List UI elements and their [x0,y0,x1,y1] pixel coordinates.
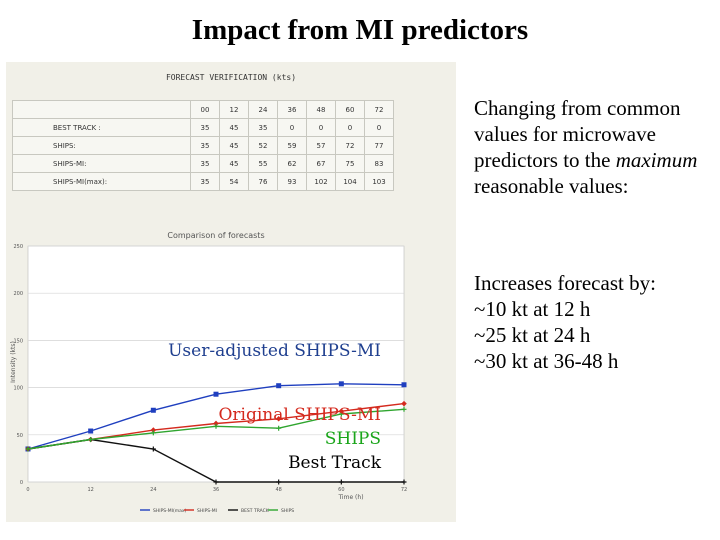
chart-title: Comparison of forecasts [167,231,264,240]
x-tick-label: 24 [150,487,156,493]
data-point [338,408,345,414]
data-point [213,423,219,429]
explanation-emphasis: maximum [615,148,698,172]
x-axis-label: Time (h) [337,494,363,501]
comparison-chart: Comparison of forecasts 0 50 100 150 200 250 0 1… [10,231,407,514]
legend-entry: SHIPS-MI(max) [153,508,187,514]
increase-line: Increases forecast by: [474,271,656,295]
data-point [401,400,407,407]
data-point [276,383,282,389]
y-tick-label: 150 [13,338,23,344]
legend-entry: SHIPS-MI [197,508,217,514]
table-cell: 103 [364,172,394,191]
data-point [338,411,344,417]
data-point [276,425,282,431]
annotation-label: Best Track [288,453,382,473]
data-point [275,415,282,422]
table-row-label: SHIPS-MI(max): [12,172,191,191]
data-point [338,479,344,485]
x-tick-label: 36 [213,487,219,493]
y-tick-label: 100 [13,386,23,392]
y-tick-label: 250 [13,244,23,250]
y-tick-label: 0 [20,480,23,486]
explanation-text-start: Changing from common values for microwav… [474,96,681,172]
data-point [213,479,219,485]
x-tick-label: 72 [401,487,407,493]
y-axis-label: Intensity (kts) [10,341,17,383]
x-tick-label: 48 [275,487,281,493]
y-tick-label: 50 [17,433,23,439]
x-tick-label: 60 [338,487,344,493]
data-point [401,479,407,485]
data-point [401,382,407,388]
table-title: FORECAST VERIFICATION (kts) [165,73,297,82]
plot-area [27,245,405,483]
explanation-paragraph: Changing from common values for microwav… [474,95,714,199]
x-tick-label: 0 [26,487,29,493]
annotation-label: User-adjusted SHIPS-MI [168,341,381,361]
data-point [276,479,282,485]
slide-title: Impact from MI predictors [191,14,529,46]
increase-list: Increases forecast by: ~10 kt at 12 h ~2… [474,270,714,374]
data-point [150,427,157,433]
data-point [25,446,31,452]
forecast-figure: FORECAST VERIFICATION (kts) 00 12 24 36 48 60… [6,62,456,522]
data-point [338,381,344,387]
data-point [150,446,156,452]
data-point [150,407,156,413]
verification-table: 00 12 24 36 48 60 72 BEST TRACK :35 45 35 0 0 0 0 SHIP… [12,100,394,191]
data-point [150,430,156,436]
annotation-label: Original SHIPS-MI [218,405,381,425]
x-tick-label: 12 [87,487,93,493]
table-header-row: 00 12 24 36 48 60 72 [12,100,394,119]
legend-entry: BEST TRACK [241,508,270,514]
increase-line: ~10 kt at 12 h [474,297,591,321]
table-cell: 104 [335,172,365,191]
data-point [213,391,219,397]
table-row: SHIPS: 35 45 52 59 57 72 77 [12,136,394,155]
y-tick-label: 200 [13,291,23,297]
data-point [213,420,219,427]
table-row: SHIPS-MI(max): 35 54 76 93 102 104 103 [12,172,394,191]
legend-entry: SHIPS [281,508,294,514]
data-point [88,428,94,434]
data-point [88,437,94,443]
increase-line: ~25 kt at 24 h [474,323,591,347]
data-point [401,406,407,412]
explanation-text-end: reasonable values: [474,174,629,198]
increase-line: ~30 kt at 36-48 h [474,349,619,373]
annotation-label: SHIPS [325,429,381,449]
